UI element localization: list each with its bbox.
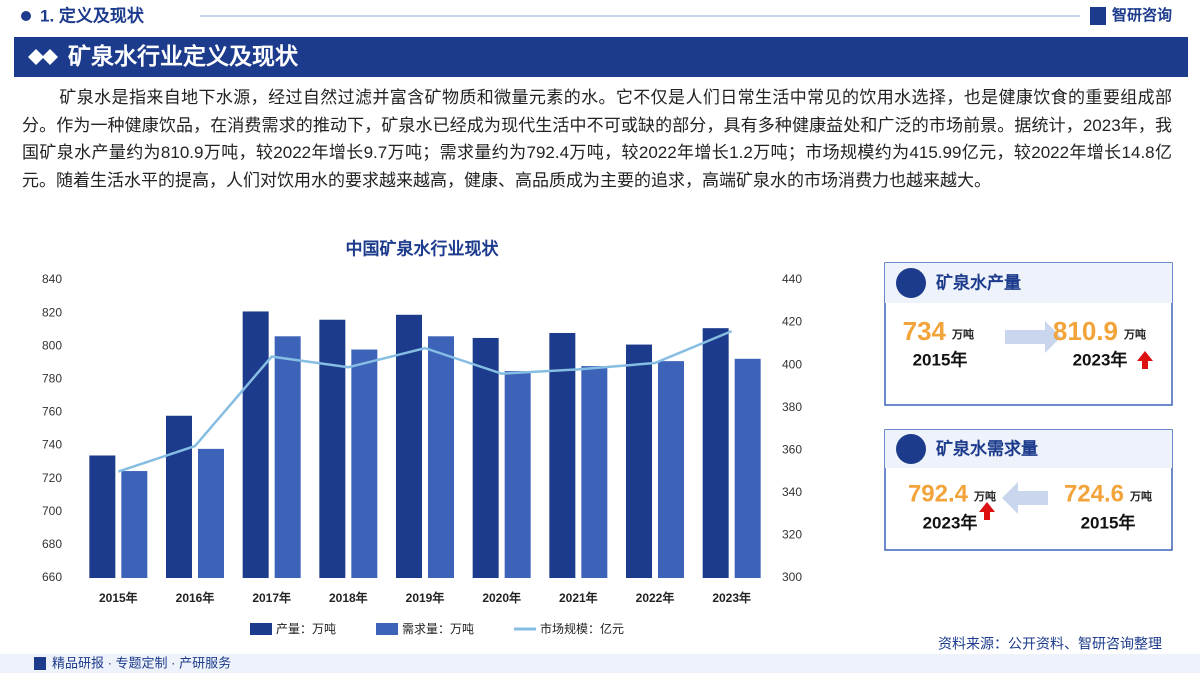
x-tick-label: 2020年 — [482, 590, 521, 605]
legend-label: 需求量：万吨 — [402, 622, 474, 636]
card-arrow — [1002, 482, 1048, 514]
footer-icon — [34, 657, 46, 670]
bar — [396, 314, 422, 578]
bar — [658, 361, 684, 578]
footer-bar — [0, 654, 1200, 673]
bar — [351, 349, 378, 578]
bar — [89, 455, 116, 578]
y-tick-label: 700 — [42, 504, 62, 518]
x-tick-label: 2016年 — [176, 590, 215, 605]
card-value: 724.6 — [1064, 480, 1124, 507]
legend-swatch — [250, 623, 272, 635]
bar — [242, 311, 269, 578]
card-year: 2023年 — [923, 512, 978, 532]
logo: 智研咨询 — [1112, 6, 1172, 24]
x-tick-label: 2023年 — [712, 590, 751, 605]
card-unit: 万吨 — [951, 327, 974, 341]
y-tick-label: 800 — [42, 338, 62, 352]
y-tick-label: 840 — [42, 272, 62, 286]
y2-tick-label: 440 — [782, 272, 802, 286]
bar — [198, 448, 224, 578]
card: 矿泉水需求量 792.4 万吨 2023年 724.6 万吨 2015年 — [884, 429, 1173, 551]
card-icon — [896, 268, 926, 298]
up-arrow — [979, 502, 995, 520]
y2-tick-label: 360 — [782, 442, 802, 456]
tagline: 精品研报 · 专题定制 · 产研服务 — [52, 655, 231, 670]
x-tick-label: 2015年 — [99, 590, 138, 605]
bar — [581, 366, 608, 578]
y-tick-label: 660 — [42, 570, 62, 584]
card-icon — [896, 434, 926, 464]
card-title: 矿泉水产量 — [936, 272, 1021, 292]
y2-tick-label: 320 — [782, 528, 802, 542]
card-year: 2015年 — [913, 349, 968, 369]
y-tick-label: 680 — [42, 537, 62, 551]
chart-title: 中国矿泉水行业现状 — [346, 238, 500, 258]
bar — [319, 319, 346, 578]
x-tick-label: 2021年 — [559, 590, 598, 605]
card-value: 810.9 — [1053, 316, 1118, 346]
y2-tick-label: 420 — [782, 315, 802, 329]
y2-tick-label: 300 — [782, 570, 802, 584]
card-head — [885, 430, 1172, 468]
logo-icon — [1090, 7, 1106, 25]
card-title: 矿泉水需求量 — [936, 438, 1038, 458]
x-tick-label: 2018年 — [329, 590, 368, 605]
section-title: 1. 定义及现状 — [40, 5, 145, 25]
up-arrow — [1137, 351, 1153, 369]
banner-title: 矿泉水行业定义及现状 — [68, 43, 299, 69]
y2-tick-label: 340 — [782, 485, 802, 499]
legend-label: 产量：万吨 — [276, 622, 336, 636]
x-tick-label: 2022年 — [636, 590, 675, 605]
y-tick-label: 820 — [42, 305, 62, 319]
card-year: 2023年 — [1073, 349, 1128, 369]
bar — [166, 415, 192, 578]
bar — [504, 371, 531, 578]
card-unit: 万吨 — [1129, 489, 1152, 503]
bar — [549, 332, 576, 578]
legend-swatch — [376, 623, 399, 635]
x-tick-label: 2017年 — [252, 590, 291, 605]
card-unit: 万吨 — [1123, 327, 1146, 341]
line — [117, 329, 733, 473]
y-tick-label: 760 — [42, 405, 62, 419]
bullet — [21, 11, 31, 21]
card-unit: 万吨 — [973, 489, 996, 503]
banner-icon — [28, 49, 58, 65]
bar — [472, 337, 499, 578]
bar — [121, 471, 148, 578]
y2-tick-label: 380 — [782, 400, 802, 414]
card-value: 792.4 — [908, 480, 969, 507]
card-value: 734 — [903, 316, 947, 346]
bar — [274, 336, 301, 578]
x-tick-label: 2019年 — [406, 590, 445, 605]
bar — [626, 344, 652, 578]
card-year: 2015年 — [1081, 512, 1136, 532]
y-tick-label: 780 — [42, 372, 62, 386]
y-tick-label: 720 — [42, 471, 62, 485]
legend-label: 市场规模：亿元 — [540, 621, 624, 636]
card-arrow — [1005, 321, 1061, 353]
bar — [702, 328, 729, 578]
paragraph: 矿泉水是指来自地下水源，经过自然过滤并富含矿物质和微量元素的水。它不仅是人们日常… — [22, 88, 1172, 190]
y2-tick-label: 400 — [782, 357, 802, 371]
banner — [14, 37, 1188, 77]
source: 资料来源：公开资料、智研咨询整理 — [938, 636, 1162, 652]
card: 矿泉水产量 734 万吨 2015年 810.9 万吨 2023年 — [884, 262, 1173, 406]
y-tick-label: 740 — [42, 438, 62, 452]
bar — [734, 358, 761, 578]
bar — [428, 336, 454, 578]
card-head — [885, 263, 1172, 303]
